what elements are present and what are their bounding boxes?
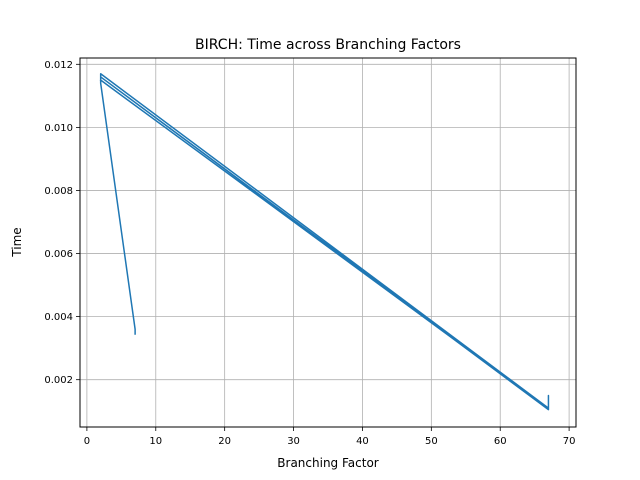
x-axis-label: Branching Factor [277, 456, 378, 470]
x-tick-label: 30 [287, 436, 300, 447]
x-tick-label: 60 [494, 436, 507, 447]
y-tick-label: 0.002 [44, 375, 73, 386]
y-axis: 0.002 0.004 0.006 0.008 0.010 0.012 [44, 60, 80, 386]
y-tick-label: 0.010 [44, 123, 73, 134]
x-tick-label: 50 [425, 436, 438, 447]
y-tick-label: 0.012 [44, 60, 73, 71]
y-tick-label: 0.004 [44, 312, 73, 323]
y-axis-label: Time [10, 227, 24, 257]
x-tick-label: 70 [563, 436, 576, 447]
x-axis: 0 10 20 30 40 50 60 70 [84, 427, 576, 447]
series-line [99, 73, 550, 411]
x-tick-label: 20 [218, 436, 231, 447]
y-tick-label: 0.006 [44, 249, 73, 260]
x-tick-label: 0 [84, 436, 90, 447]
plot-frame [79, 57, 577, 428]
grid [80, 58, 576, 427]
series-layer [99, 73, 550, 411]
y-tick-label: 0.008 [44, 186, 73, 197]
x-tick-label: 40 [356, 436, 369, 447]
x-tick-label: 10 [149, 436, 162, 447]
chart-title: BIRCH: Time across Branching Factors [195, 37, 461, 53]
